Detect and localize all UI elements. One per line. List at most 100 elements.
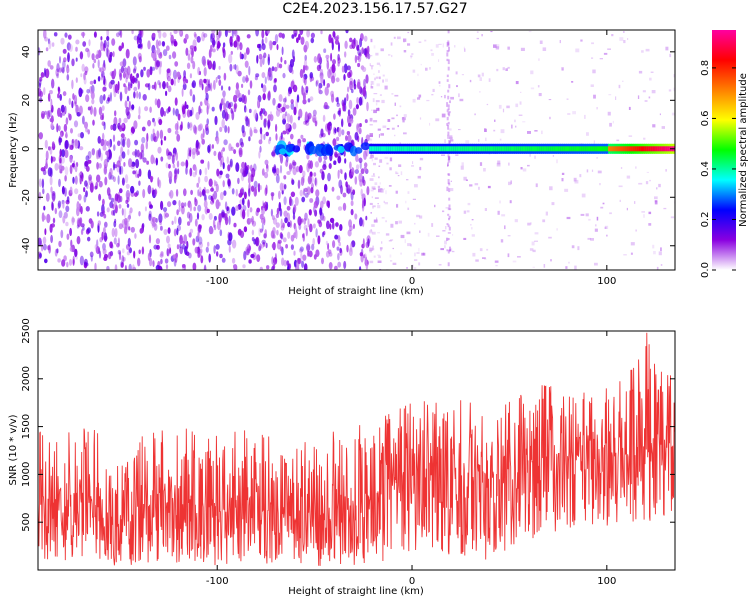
spectrogram-cell <box>447 179 450 184</box>
spectrogram-cell <box>535 146 538 152</box>
spectrogram-cell <box>448 204 451 208</box>
spectrogram-cell <box>290 99 294 104</box>
spectrogram-cell <box>119 61 125 67</box>
spectrogram-cell <box>103 94 106 101</box>
spectrogram-cell <box>373 219 378 223</box>
spectrogram-cell <box>168 163 171 169</box>
spectrogram-cell <box>184 33 189 40</box>
spectrogram-cell <box>414 259 418 261</box>
spectrogram-cell <box>334 39 340 45</box>
spectrogram-cell <box>461 162 464 166</box>
spectrogram-cell <box>587 237 591 240</box>
spectrogram-cell <box>262 93 266 101</box>
spectrogram-cell <box>320 75 324 84</box>
spectrogram-cell <box>192 151 196 160</box>
spectrogram-cell <box>71 100 74 109</box>
spectrogram-cell <box>545 146 548 152</box>
snr-line <box>38 332 675 566</box>
spectrogram-cell <box>412 161 414 164</box>
spectrogram-cell <box>315 80 318 87</box>
spectrogram-cell <box>267 121 270 130</box>
spectrogram-cell <box>58 240 62 248</box>
spectrogram-cell <box>276 44 279 51</box>
spectrogram-cell <box>98 148 102 158</box>
spectrogram-cell <box>302 99 307 105</box>
spectrogram-cell <box>364 256 368 266</box>
spectrogram-cell <box>325 144 333 155</box>
spectrogram-cell <box>360 87 364 96</box>
spectrogram-cell <box>401 146 405 152</box>
spectrogram-cell <box>212 60 216 71</box>
spectrogram-cell <box>253 109 258 119</box>
spectrogram-cell <box>380 48 384 52</box>
spectrogram-cell <box>74 165 78 173</box>
spectrogram-cell <box>198 78 203 86</box>
spectrogram-cell <box>320 128 324 137</box>
spectrogram-cell <box>99 67 104 73</box>
spectrogram-cell <box>128 100 131 110</box>
spectrogram-cell <box>556 228 558 231</box>
spectrogram-cell <box>347 134 352 143</box>
spectrogram-cell <box>598 146 601 152</box>
y-tick-label: -20 <box>21 189 32 205</box>
spectrogram-cell <box>263 110 268 117</box>
spectrogram-cell <box>459 146 462 152</box>
y-tick-label: 1500 <box>21 414 32 439</box>
spectrogram-cell <box>199 248 203 254</box>
spectrogram-cell <box>338 241 342 247</box>
spectrogram-cell <box>520 91 522 93</box>
spectrogram-cell <box>112 134 116 142</box>
spectrogram-cell <box>268 90 271 98</box>
spectrogram-cell <box>271 215 275 221</box>
spectrogram-cell <box>121 42 124 49</box>
spectrogram-cell <box>518 114 523 116</box>
spectrogram-cell <box>541 130 543 135</box>
spectrogram-cell <box>102 248 107 255</box>
spectrogram-cell <box>59 56 61 64</box>
spectrogram-cell <box>233 104 237 113</box>
spectrogram-cell <box>64 139 69 150</box>
spectrogram-cell <box>87 129 90 135</box>
spectrogram-cell <box>373 173 375 176</box>
spectrogram-cell <box>224 125 228 133</box>
spectrogram-cell <box>64 175 67 182</box>
spectrogram-cell <box>340 169 343 175</box>
spectrogram-cell <box>504 225 506 230</box>
spectrogram-cell <box>538 93 542 97</box>
spectrogram-cell <box>227 239 232 246</box>
spectrogram-cell <box>77 194 82 201</box>
spectrogram-cell <box>199 101 203 107</box>
spectrogram-cell <box>209 227 214 235</box>
spectrogram-cell <box>234 39 238 48</box>
spectrogram-cell <box>176 71 181 78</box>
spectrogram-cell <box>447 59 450 65</box>
spectrogram-cell <box>191 48 194 58</box>
spectrogram-cell <box>279 153 284 164</box>
spectrogram-cell <box>406 179 409 181</box>
spectrogram-cell <box>247 89 251 96</box>
spectrogram-cell <box>673 74 675 78</box>
spectrogram-cell <box>580 39 583 42</box>
spectrogram-cell <box>337 253 340 261</box>
spectrogram-cell <box>312 237 316 246</box>
spectrogram-cell <box>650 146 653 152</box>
spectrogram-cell <box>216 135 220 145</box>
spectrogram-cell <box>335 77 340 83</box>
spectrogram-cell <box>285 143 294 153</box>
spectrogram-cell <box>175 189 179 197</box>
spectrogram-cell <box>265 131 270 137</box>
spectrogram-cell <box>377 185 381 188</box>
spectrogram-cell <box>341 118 344 128</box>
spectrogram-cell <box>237 70 242 77</box>
spectrogram-cell <box>97 136 101 144</box>
spectrogram-cell <box>410 244 412 247</box>
spectrogram-cell <box>514 219 518 223</box>
spectrogram-cell <box>326 220 330 230</box>
spectrogram-cell <box>113 237 117 245</box>
spectrogram-cell <box>51 201 54 211</box>
spectrogram-cell <box>257 99 260 107</box>
spectrogram-cell <box>188 232 192 238</box>
spectrogram-cell <box>366 101 369 112</box>
spectrogram-cell <box>89 182 94 193</box>
spectrogram-cell <box>571 245 575 249</box>
